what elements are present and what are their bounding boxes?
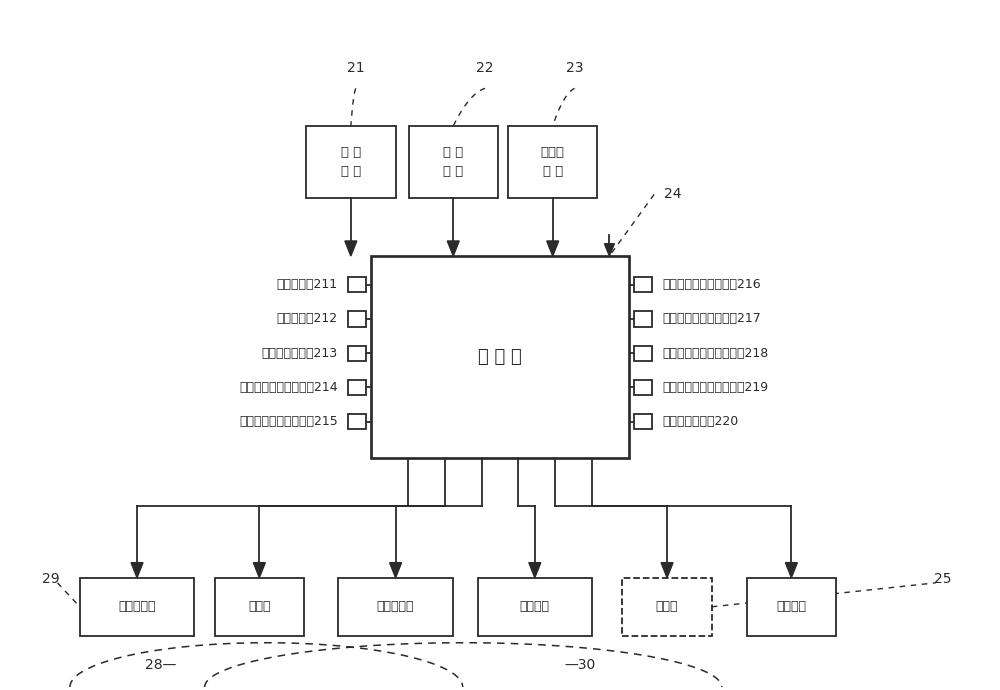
Text: 自清洁
按 钮: 自清洁 按 钮	[541, 146, 565, 178]
Text: 出油粗滤器压力传感器214: 出油粗滤器压力传感器214	[239, 381, 338, 394]
Text: 液压电磁阀: 液压电磁阀	[377, 600, 414, 613]
Polygon shape	[661, 562, 673, 578]
Bar	[622, 578, 712, 636]
Bar	[409, 126, 498, 198]
Bar	[348, 346, 366, 361]
Polygon shape	[447, 241, 459, 256]
Text: 出油精滤器压力传感器215: 出油精滤器压力传感器215	[239, 415, 338, 428]
Bar	[371, 256, 629, 458]
Polygon shape	[529, 562, 541, 578]
Polygon shape	[131, 562, 143, 578]
Polygon shape	[253, 562, 265, 578]
Bar	[478, 578, 592, 636]
Polygon shape	[345, 241, 357, 256]
Bar	[348, 311, 366, 326]
Text: 机 型
按 钮: 机 型 按 钮	[341, 146, 361, 178]
Bar	[747, 578, 836, 636]
Text: —30: —30	[565, 658, 596, 672]
Text: 自清洁精滤器压力传感器219: 自清洁精滤器压力传感器219	[662, 381, 768, 394]
Bar	[338, 578, 453, 636]
Text: 液压泵电机: 液压泵电机	[118, 600, 156, 613]
Polygon shape	[604, 244, 614, 256]
Text: 油缸位置传感器220: 油缸位置传感器220	[662, 415, 738, 428]
Text: 输 入
终 端: 输 入 终 端	[443, 146, 463, 178]
Text: 控 制 器: 控 制 器	[478, 348, 522, 366]
Text: 发动机: 发动机	[656, 600, 678, 613]
Text: 23: 23	[566, 61, 583, 75]
Text: 回油精滤器压力传感器217: 回油精滤器压力传感器217	[662, 313, 761, 326]
Bar	[348, 380, 366, 395]
Text: 29: 29	[42, 573, 59, 586]
Bar	[348, 414, 366, 429]
Bar	[634, 311, 652, 326]
Text: 28—: 28—	[145, 658, 177, 672]
Text: 25: 25	[934, 573, 951, 586]
Text: 油位传感器212: 油位传感器212	[277, 313, 338, 326]
Text: 显示终端: 显示终端	[520, 600, 550, 613]
Text: 22: 22	[476, 61, 494, 75]
Bar	[634, 346, 652, 361]
Text: 回油粗滤器压力传感器216: 回油粗滤器压力传感器216	[662, 278, 761, 291]
Bar	[80, 578, 194, 636]
Text: 油温传感器211: 油温传感器211	[277, 278, 338, 291]
Text: 风扇电机: 风扇电机	[776, 600, 806, 613]
Text: 24: 24	[664, 188, 682, 201]
Polygon shape	[390, 562, 402, 578]
Bar	[215, 578, 304, 636]
Polygon shape	[785, 562, 797, 578]
Text: 21: 21	[347, 61, 365, 75]
Bar	[508, 126, 597, 198]
Polygon shape	[547, 241, 559, 256]
Text: 风扇转速传感器213: 风扇转速传感器213	[262, 346, 338, 359]
Bar	[634, 414, 652, 429]
Bar	[306, 126, 396, 198]
Text: 加热器: 加热器	[248, 600, 271, 613]
Text: 自清洁粗滤器压力传感器218: 自清洁粗滤器压力传感器218	[662, 346, 768, 359]
Bar	[634, 277, 652, 293]
Bar	[634, 380, 652, 395]
Bar	[348, 277, 366, 293]
